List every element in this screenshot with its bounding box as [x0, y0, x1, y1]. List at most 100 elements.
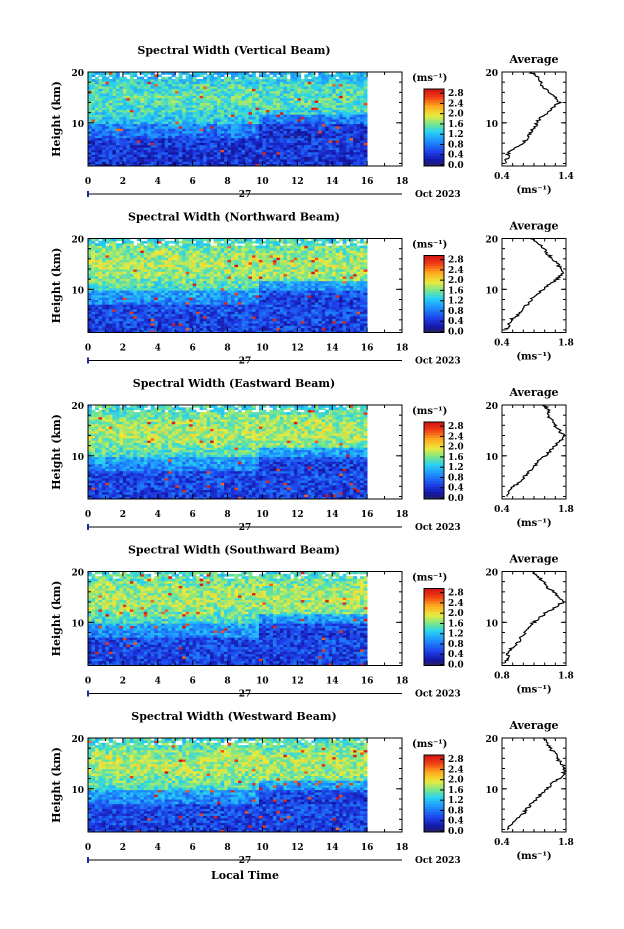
profile-x-tick-label: 0.8 [494, 672, 510, 682]
colorbar-tick: 1.2 [448, 630, 464, 640]
date-bar: 27 Oct 2023 [87, 690, 461, 700]
profile-y-tick-label: 10 [485, 619, 498, 629]
x-tick-label: 0 [85, 677, 91, 687]
y-tick-label: 10 [71, 619, 84, 629]
date-bar: 27 Oct 2023 [87, 856, 461, 866]
x-tick-label: 2 [120, 843, 126, 853]
profile-y-tick-label: 10 [485, 453, 498, 463]
x-tick-label: 10 [256, 510, 269, 520]
month-label: Oct 2023 [415, 357, 461, 367]
colorbar-tick: 2.0 [448, 609, 464, 619]
colorbar-tick: 2.4 [448, 266, 464, 276]
profile-unit: (ms⁻¹) [516, 685, 551, 696]
x-ticks: 0 2 4 6 8 10 12 14 16 18 [85, 72, 408, 187]
x-tick-label: 18 [396, 510, 409, 520]
x-tick-label: 12 [291, 344, 304, 354]
y-tick-label: 20 [71, 569, 84, 579]
x-tick-label: 16 [361, 344, 374, 354]
x-tick-label: 12 [291, 677, 304, 687]
x-tick-label: 16 [361, 510, 374, 520]
date-label: 27 [239, 357, 252, 367]
y-ticks: 10 20 [71, 69, 402, 164]
x-tick-label: 12 [291, 177, 304, 187]
profile-line [506, 737, 568, 831]
x-tick-label: 14 [326, 843, 339, 853]
colorbar-tick: 0.0 [448, 494, 464, 504]
y-tick-label: 20 [71, 69, 84, 79]
heatmap [88, 238, 368, 333]
date-bar: 27 Oct 2023 [87, 523, 461, 533]
profile-x-tick-label: 1.8 [558, 339, 574, 349]
colorbar-tick: 0.0 [448, 827, 464, 837]
colorbar-unit: (ms⁻¹) [412, 406, 447, 417]
date-label: 27 [239, 190, 252, 200]
y-ticks: 10 20 [71, 735, 402, 830]
x-tick-label: 14 [326, 177, 339, 187]
x-axis-label: Local Time [211, 869, 279, 882]
profile-x-tick-label: 0.4 [494, 339, 510, 349]
colorbar-tick: 0.0 [448, 661, 464, 671]
average-profile: Average 10 20 0.4 1.8 (ms⁻¹) [485, 719, 573, 862]
y-tick-label: 20 [71, 402, 84, 412]
colorbar-tick: 0.8 [448, 806, 464, 816]
colorbar-unit: (ms⁻¹) [412, 240, 447, 251]
x-tick-label: 12 [291, 510, 304, 520]
colorbar: (ms⁻¹) 0.00.40.81.21.62.02.42.8 [412, 739, 464, 837]
x-tick-label: 4 [155, 344, 161, 354]
colorbar-tick: 1.6 [448, 120, 464, 130]
x-tick-label: 6 [190, 843, 196, 853]
x-tick-label: 18 [396, 677, 409, 687]
colorbar-tick: 2.8 [448, 755, 464, 765]
profile-x-tick-label: 0.4 [494, 505, 510, 515]
x-tick-label: 18 [396, 843, 409, 853]
panel-title: Spectral Width (Northward Beam) [128, 211, 340, 224]
x-tick-label: 6 [190, 677, 196, 687]
x-tick-label: 0 [85, 843, 91, 853]
profile-frame [501, 238, 567, 333]
x-tick-label: 10 [256, 177, 269, 187]
colorbar-unit: (ms⁻¹) [412, 739, 447, 750]
x-tick-label: 2 [120, 677, 126, 687]
profile-frame [501, 71, 567, 167]
x-tick-label: 2 [120, 344, 126, 354]
colorbar-unit: (ms⁻¹) [412, 573, 447, 584]
colorbar-tick: 0.4 [448, 484, 464, 494]
panel-title: Spectral Width (Vertical Beam) [137, 44, 330, 57]
colorbar-tick: 0.8 [448, 307, 464, 317]
profile-y-tick-label: 20 [485, 236, 498, 246]
profile-title: Average [508, 553, 558, 566]
y-axis-label: Height (km) [50, 248, 63, 324]
x-tick-label: 18 [396, 177, 409, 187]
profile-y-tick-label: 20 [485, 69, 498, 79]
colorbar-tick: 0.4 [448, 317, 464, 327]
panel-1: Spectral Width (Vertical Beam) 0 2 4 6 8 10 12 1… [50, 44, 574, 200]
average-profile: Average 10 20 0.4 1.4 (ms⁻¹) [485, 53, 573, 196]
month-label: Oct 2023 [415, 856, 461, 866]
profile-y-tick-label: 20 [485, 569, 498, 579]
profile-x-tick-label: 1.8 [558, 505, 574, 515]
y-tick-label: 10 [71, 786, 84, 796]
average-profile: Average 10 20 0.4 1.8 (ms⁻¹) [485, 220, 573, 363]
x-tick-label: 14 [326, 344, 339, 354]
x-tick-label: 6 [190, 344, 196, 354]
date-label: 27 [239, 523, 252, 533]
x-tick-label: 0 [85, 177, 91, 187]
colorbar-tick: 2.4 [448, 599, 464, 609]
x-tick-label: 2 [120, 177, 126, 187]
colorbar-tick: 2.8 [448, 422, 464, 432]
colorbar-tick: 1.2 [448, 130, 464, 140]
y-ticks: 10 20 [71, 402, 402, 497]
x-tick-label: 16 [361, 677, 374, 687]
heatmap [88, 72, 368, 167]
profile-unit: (ms⁻¹) [516, 518, 551, 529]
x-tick-label: 18 [396, 344, 409, 354]
colorbar-tick: 0.4 [448, 151, 464, 161]
colorbar-tick: 1.6 [448, 619, 464, 629]
date-label: 27 [239, 690, 252, 700]
colorbar-tick: 2.8 [448, 256, 464, 266]
month-label: Oct 2023 [415, 523, 461, 533]
panel-title: Spectral Width (Eastward Beam) [133, 377, 335, 390]
x-tick-label: 8 [224, 344, 230, 354]
panel-title: Spectral Width (Westward Beam) [131, 710, 336, 723]
colorbar-tick: 1.2 [448, 796, 464, 806]
